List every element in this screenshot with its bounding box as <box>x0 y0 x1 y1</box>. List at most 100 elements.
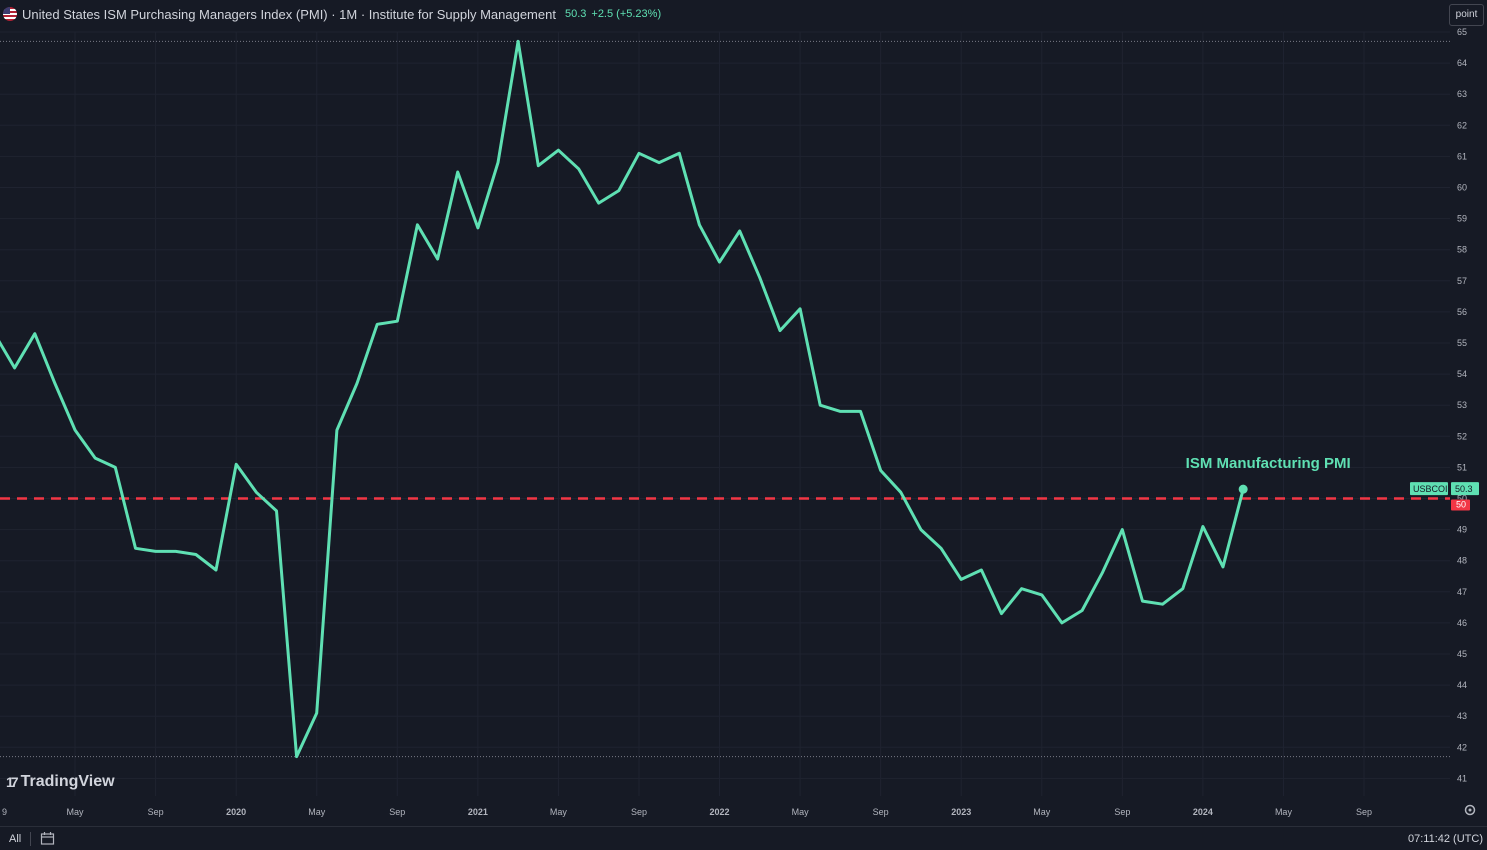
data-point <box>496 161 500 165</box>
last-value: 50.3 <box>564 8 587 20</box>
x-tick-label: 2021 <box>468 807 488 817</box>
data-point <box>879 469 883 473</box>
tradingview-logo: 17 TradingView <box>6 773 115 791</box>
data-point <box>798 307 802 311</box>
y-tick-label: 64 <box>1457 58 1467 68</box>
data-point <box>113 465 117 469</box>
data-point <box>214 568 218 572</box>
data-point <box>456 170 460 174</box>
data-point <box>415 223 419 227</box>
data-point <box>1000 612 1004 616</box>
x-tick-label: May <box>1275 807 1293 817</box>
x-tick-label: May <box>308 807 326 817</box>
last-point-marker <box>1238 484 1248 494</box>
data-point <box>738 229 742 233</box>
y-tick-label: 59 <box>1457 214 1467 224</box>
y-tick-label: 43 <box>1457 711 1467 721</box>
data-point <box>395 319 399 323</box>
data-point <box>677 151 681 155</box>
tradingview-logo-icon: 17 <box>6 774 18 790</box>
data-point <box>234 462 238 466</box>
data-point <box>355 381 359 385</box>
data-point <box>556 148 560 152</box>
chart-annotation: ISM Manufacturing PMI <box>1186 455 1351 472</box>
y-tick-label: 42 <box>1457 742 1467 752</box>
data-point <box>536 164 540 168</box>
data-point <box>637 151 641 155</box>
x-tick-label: 2020 <box>226 807 246 817</box>
data-point <box>73 428 77 432</box>
series-line-usbcoi <box>0 39 1245 759</box>
utc-clock: 07:11:42 (UTC) <box>1408 833 1483 845</box>
last-price-tag: 50.3 <box>1455 484 1473 494</box>
last-price-tag-bg <box>1451 482 1479 496</box>
x-tick-label: 2023 <box>951 807 971 817</box>
data-point <box>93 456 97 460</box>
data-point <box>778 329 782 333</box>
data-point <box>13 366 17 370</box>
y-tick-label: 49 <box>1457 525 1467 535</box>
y-tick-label: 61 <box>1457 151 1467 161</box>
point-button[interactable]: point <box>1449 4 1484 26</box>
symbol-tag-bg <box>1410 482 1448 496</box>
y-tick-label: 60 <box>1457 183 1467 193</box>
data-point <box>1140 599 1144 603</box>
x-tick-label: Sep <box>1114 807 1130 817</box>
data-point <box>133 546 137 550</box>
data-point <box>335 428 339 432</box>
us-flag-icon <box>3 7 17 21</box>
data-point <box>174 549 178 553</box>
data-point <box>1020 587 1024 591</box>
ref-price-tag: 50 <box>1456 500 1466 510</box>
y-tick-label: 65 <box>1457 27 1467 37</box>
data-point <box>476 226 480 230</box>
data-point <box>295 755 299 759</box>
data-point <box>697 223 701 227</box>
y-tick-label: 62 <box>1457 120 1467 130</box>
data-point <box>33 332 37 336</box>
x-tick-label: May <box>792 807 810 817</box>
x-tick-label: Sep <box>873 807 889 817</box>
data-point <box>516 39 520 43</box>
x-tick-label: 2024 <box>1193 807 1213 817</box>
data-point <box>1241 487 1245 491</box>
data-point <box>1161 602 1165 606</box>
data-point <box>53 381 57 385</box>
data-point <box>274 509 278 513</box>
y-tick-label: 56 <box>1457 307 1467 317</box>
data-point <box>154 549 158 553</box>
x-tick-label: May <box>550 807 568 817</box>
bottom-toolbar: All 07:11:42 (UTC) <box>0 826 1487 850</box>
y-tick-label: 44 <box>1457 680 1467 690</box>
change-value: +2.5 (+5.23%) <box>591 8 662 20</box>
logo-text: TradingView <box>20 773 115 790</box>
settings-gear-icon[interactable] <box>1463 803 1477 817</box>
calendar-icon[interactable] <box>40 831 55 846</box>
y-tick-label: 51 <box>1457 462 1467 472</box>
data-point <box>1080 608 1084 612</box>
x-tick-label: Sep <box>148 807 164 817</box>
data-point <box>1221 565 1225 569</box>
data-point <box>315 711 319 715</box>
data-point <box>1040 593 1044 597</box>
data-point <box>617 189 621 193</box>
x-tick-label: 2022 <box>710 807 730 817</box>
x-tick-label: May <box>1033 807 1051 817</box>
toolbar-divider <box>30 832 31 846</box>
y-tick-label: 50 <box>1457 494 1467 504</box>
data-point <box>758 276 762 280</box>
y-tick-label: 57 <box>1457 276 1467 286</box>
x-tick-label: Sep <box>631 807 647 817</box>
data-point <box>194 552 198 556</box>
range-all-button[interactable]: All <box>9 833 22 845</box>
x-tick-label: Sep <box>389 807 405 817</box>
data-point <box>718 260 722 264</box>
ref-price-tag-bg <box>1451 499 1470 511</box>
data-point <box>919 528 923 532</box>
data-point <box>979 568 983 572</box>
chart-header: United States ISM Purchasing Managers In… <box>3 5 661 23</box>
data-point <box>657 161 661 165</box>
y-tick-label: 54 <box>1457 369 1467 379</box>
data-point <box>375 322 379 326</box>
